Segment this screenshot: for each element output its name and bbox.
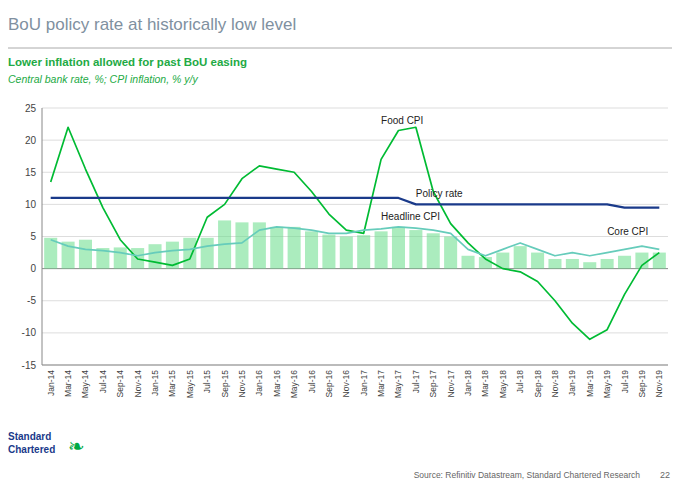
x-tick-label: Jul-18 (515, 370, 525, 393)
annotation: Policy rate (416, 188, 463, 199)
x-tick-label: Sep-17 (428, 370, 438, 398)
x-tick-label: Jul-15 (202, 370, 212, 393)
y-tick-label: 15 (25, 167, 37, 178)
logo-text: Standard (8, 431, 51, 442)
bar (114, 247, 127, 268)
chart: BoU policy rate at historically low leve… (0, 0, 680, 487)
x-tick-label: May-14 (80, 370, 90, 399)
x-tick-label: Sep-14 (115, 370, 125, 398)
grid-line (42, 236, 668, 237)
x-tick-label: Sep-16 (324, 370, 334, 398)
x-tick-label: Jan-18 (463, 370, 473, 396)
bar (548, 259, 561, 269)
line (51, 198, 660, 208)
y-tick-label: 20 (25, 135, 37, 146)
x-tick-label: Jan-16 (254, 370, 264, 396)
x-tick-label: Mar-17 (376, 370, 386, 397)
bar (183, 238, 196, 269)
x-tick-label: Jul-16 (307, 370, 317, 393)
page-number: 22 (660, 470, 670, 480)
y-tick-label: -10 (22, 327, 37, 338)
bar (583, 262, 596, 268)
separator (8, 48, 672, 49)
bar (340, 237, 353, 269)
line (51, 227, 660, 256)
x-axis (42, 365, 668, 366)
x-tick-label: Nov-18 (550, 370, 560, 398)
x-tick-label: Mar-18 (480, 370, 490, 397)
x-tick-label: Sep-15 (220, 370, 230, 398)
subtitle: Lower inflation allowed for past BoU eas… (8, 56, 247, 68)
x-tick-label: May-19 (602, 370, 612, 399)
x-tick-label: Nov-16 (341, 370, 351, 398)
x-tick-label: Mar-15 (167, 370, 177, 397)
y-tick-label: -5 (27, 295, 36, 306)
bar (444, 237, 457, 269)
x-tick-label: Jan-19 (567, 370, 577, 396)
grid-line (42, 108, 668, 109)
y-tick-label: 5 (30, 231, 36, 242)
y-tick-label: 10 (25, 199, 37, 210)
bar (357, 235, 370, 268)
title: BoU policy rate at historically low leve… (8, 15, 296, 34)
grid-line (42, 300, 668, 301)
bar (427, 233, 440, 268)
bar (235, 222, 248, 268)
grid-line (42, 365, 668, 366)
x-tick-label: Jul-17 (411, 370, 421, 393)
bar (270, 227, 283, 269)
bar (201, 238, 214, 269)
x-tick-label: May-16 (289, 370, 299, 399)
x-tick-label: Nov-15 (237, 370, 247, 398)
x-tick-label: May-18 (498, 370, 508, 399)
bar (618, 256, 631, 269)
x-tick-label: Mar-16 (272, 370, 282, 397)
annotation: Core CPI (607, 226, 648, 237)
y-tick-label: 25 (25, 103, 37, 114)
grid-line (42, 172, 668, 173)
bar (44, 238, 57, 269)
y-tick-label: -15 (22, 360, 37, 371)
x-tick-label: Jan-15 (150, 370, 160, 396)
source: Source: Refinitiv Datastream, Standard C… (414, 470, 641, 480)
bar (375, 231, 388, 268)
annotation: Food CPI (381, 115, 423, 126)
bar (305, 231, 318, 268)
bar (462, 256, 475, 269)
bar (409, 230, 422, 269)
line (51, 127, 660, 339)
x-tick-label: Nov-14 (133, 370, 143, 398)
y-tick-label: 0 (30, 263, 36, 274)
bar (601, 259, 614, 269)
x-tick-label: Jul-19 (620, 370, 630, 393)
x-tick-label: May-17 (393, 370, 403, 399)
x-tick-label: Nov-19 (654, 370, 664, 398)
x-tick-label: Jul-14 (98, 370, 108, 393)
y-axis (42, 108, 43, 365)
bar (531, 253, 544, 269)
bar (322, 235, 335, 269)
x-tick-label: May-15 (185, 370, 195, 399)
x-tick-label: Sep-18 (533, 370, 543, 398)
bar (149, 244, 162, 268)
x-tick-label: Jan-14 (46, 370, 56, 396)
x-tick-label: Mar-19 (585, 370, 595, 397)
bar (392, 227, 405, 269)
x-tick-label: Sep-19 (637, 370, 647, 398)
x-tick-label: Mar-14 (63, 370, 73, 397)
x-tick-label: Nov-17 (446, 370, 456, 398)
bar (514, 246, 527, 268)
grid-line (42, 332, 668, 333)
plot-area (44, 127, 666, 339)
bar (566, 259, 579, 269)
logo-mark: ❧ (68, 434, 85, 458)
bar (288, 227, 301, 269)
annotation: Headline CPI (381, 211, 440, 222)
subtitle2: Central bank rate, %; CPI inflation, % y… (8, 73, 198, 85)
grid (42, 108, 668, 365)
x-tick-label: Jan-17 (359, 370, 369, 396)
grid-line (42, 140, 668, 141)
bar (79, 240, 92, 269)
logo-text: Chartered (8, 444, 55, 455)
